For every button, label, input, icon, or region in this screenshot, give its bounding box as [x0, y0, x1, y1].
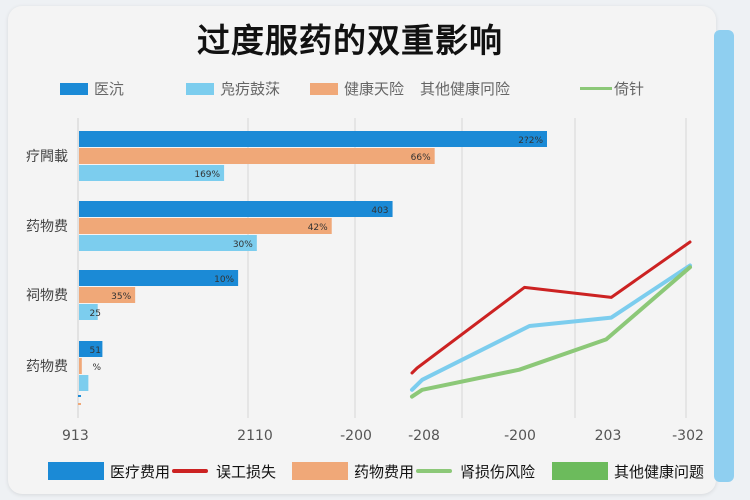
bar-s2-c3: [79, 375, 89, 391]
bar-s0-c2: [79, 270, 239, 286]
legend-top-swatch-0: [60, 83, 88, 95]
legend-bottom-label-2: 药物费用: [354, 463, 415, 481]
legend-bottom-swatch-0: [48, 462, 104, 480]
legend-bottom-label-1: 误工损失: [216, 463, 277, 481]
legend-bottom-label-0: 医疗费用: [110, 463, 171, 481]
bar-label-s1-c3: %: [92, 363, 101, 373]
category-label-3: 药物费: [26, 359, 68, 375]
legend-top-label-0: 医沆: [94, 80, 125, 98]
legend-top-label-1: 凫疠鼓莯: [220, 80, 281, 98]
legend-bottom-label-3: 肾损伤风险: [460, 463, 536, 481]
legend-top-label-4: 倚针: [614, 80, 645, 98]
bar-x-tick-2: -200: [340, 428, 372, 444]
legend-bottom-swatch-2: [292, 462, 348, 480]
bar-s2-c2: [79, 304, 98, 320]
bar-label-s1-c1: 42%: [308, 223, 328, 233]
bar-label-s1-c0: 66%: [411, 153, 431, 163]
category-label-2: 祠物费: [26, 288, 68, 304]
bar-s1-c3: [79, 358, 82, 374]
bar-s2-c0: [79, 165, 225, 181]
bar-label-s0-c0: 2?2%: [518, 136, 543, 146]
category-label-1: 药物费: [26, 219, 68, 235]
category-label-0: 疗闁載: [26, 149, 68, 165]
legend-bottom-swatch-4: [552, 462, 608, 480]
line-x-tick-0: -208: [408, 428, 440, 444]
legend-top-swatch-4: [580, 87, 612, 90]
legend-top-label-3: 其他健康冋险: [420, 80, 511, 98]
side-accent-bar: [714, 30, 734, 482]
bar-s0-c1: [79, 201, 393, 217]
bar-label-s2-c0: 169%: [194, 170, 220, 180]
legend-bottom-swatch-1: [172, 469, 208, 473]
legend-bottom-swatch-3: [416, 469, 452, 473]
bar-label-s0-c2: 10%: [214, 275, 234, 285]
bar-s2-c1: [79, 235, 257, 251]
bar-label-s0-c3: 51: [90, 346, 101, 356]
legend-bottom-label-4: 其他健康问题: [614, 463, 705, 481]
line-series-0: [410, 240, 692, 375]
line-series-1: [410, 263, 692, 392]
bar-s1-c1: [79, 218, 332, 234]
legend-top-label-2: 健康天险: [344, 80, 405, 98]
bar-x-tick-1: 2110: [237, 428, 273, 444]
legend-bottom: 医疗费用 误工损失 药物费用 肾损伤风险 其他健康问题: [48, 458, 708, 484]
bar-label-s0-c1: 403: [371, 206, 388, 216]
bar-label-s1-c2: 35%: [111, 292, 131, 302]
line-series-2: [410, 265, 692, 399]
bar-s1-c2: [79, 287, 136, 303]
bar-label-s2-c2: 25: [90, 309, 101, 319]
bar-s0-c0: [79, 131, 547, 147]
bar-s0-c3: [79, 341, 103, 357]
legend-top: 医沆 凫疠鼓莯 健康天险 其他健康冋险 倚针: [60, 76, 680, 100]
chart-title: 过度服药的双重影响: [197, 21, 503, 60]
line-x-tick-1: -200: [504, 428, 536, 444]
legend-top-swatch-2: [310, 83, 338, 95]
bar-label-s2-c1: 30%: [233, 240, 253, 250]
bar-s1-c0: [79, 148, 435, 164]
legend-top-swatch-1: [186, 83, 214, 95]
line-x-tick-2: 203: [595, 428, 622, 444]
line-x-tick-3: -302: [672, 428, 704, 444]
bar-x-tick-0: 913: [62, 428, 89, 444]
